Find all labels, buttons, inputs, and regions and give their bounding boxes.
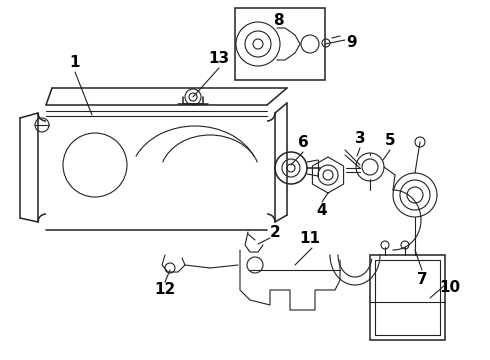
Text: 7: 7	[416, 273, 427, 288]
Bar	[370, 255, 445, 340]
Text: 6: 6	[297, 135, 308, 149]
Text: 11: 11	[299, 230, 320, 246]
Text: 1: 1	[70, 54, 80, 69]
Text: 8: 8	[273, 13, 283, 27]
Text: 2: 2	[270, 225, 280, 239]
Bar	[375, 260, 440, 335]
Text: 13: 13	[208, 50, 229, 66]
Text: 3: 3	[355, 131, 366, 145]
Text: 4: 4	[317, 202, 327, 217]
Text: 5: 5	[385, 132, 395, 148]
Text: 10: 10	[440, 280, 461, 296]
Bar	[235, 8, 325, 80]
Text: 9: 9	[347, 35, 357, 50]
Text: 12: 12	[154, 283, 175, 297]
